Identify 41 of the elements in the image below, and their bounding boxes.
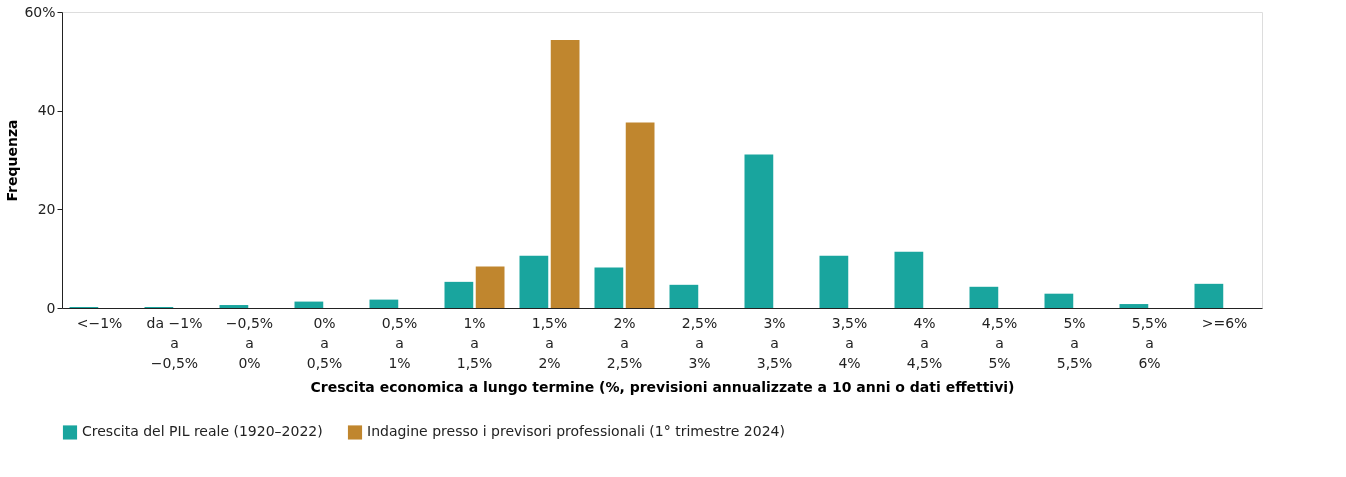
x-tick-label: 2% a 2,5% [606,314,643,371]
y-axis-title: Frequenza [4,119,21,202]
bar [369,299,399,308]
x-tick-label: 2,5% a 3% [681,314,718,371]
bar [219,305,249,308]
x-tick-label: 0,5% a 1% [381,314,418,371]
bar [625,122,655,308]
x-tick-label: 4% a 4,5% [906,314,943,371]
x-tick-label: <−1% [76,314,123,331]
bar [669,284,699,308]
x-tick-label: 3% a 3,5% [756,314,793,371]
x-axis-title: Crescita economica a lungo termine (%, previsioni annualizzate a 10 anni o dati effettivi) [310,378,1015,395]
x-tick-label: da −1% a −0,5% [146,314,203,371]
x-tick-label: −0,5% a 0% [225,314,274,371]
bar [1194,283,1224,308]
legend-label: Indagine presso i previsori professionali (1° trimestre 2024) [367,423,785,440]
bar [819,255,849,308]
x-tick-label: 0% a 0,5% [306,314,343,371]
bar [894,251,924,308]
bar [1044,293,1074,308]
bar [519,255,549,308]
bar [744,154,774,308]
y-tick-label: 20 [37,200,56,217]
y-tick-label: 0 [46,299,56,316]
x-tick-label: 3,5% a 4% [831,314,868,371]
x-tick-label: 1% a 1,5% [456,314,493,371]
bar [444,281,474,308]
x-tick-label: >=6% [1201,314,1248,331]
x-tick-label: 5,5% a 6% [1131,314,1168,371]
y-tick-label: 40 [37,102,56,119]
x-tick-label: 5% a 5,5% [1056,314,1093,371]
bar [1119,304,1149,308]
bar [550,40,580,308]
bar [969,286,999,308]
bar [594,267,624,308]
legend-label: Crescita del PIL reale (1920–2022) [82,423,323,440]
bar [294,301,324,308]
y-tick-label: 60% [24,3,56,20]
x-tick-label: 1,5% a 2% [531,314,568,371]
x-tick-label: 4,5% a 5% [981,314,1018,371]
bar [475,266,505,308]
